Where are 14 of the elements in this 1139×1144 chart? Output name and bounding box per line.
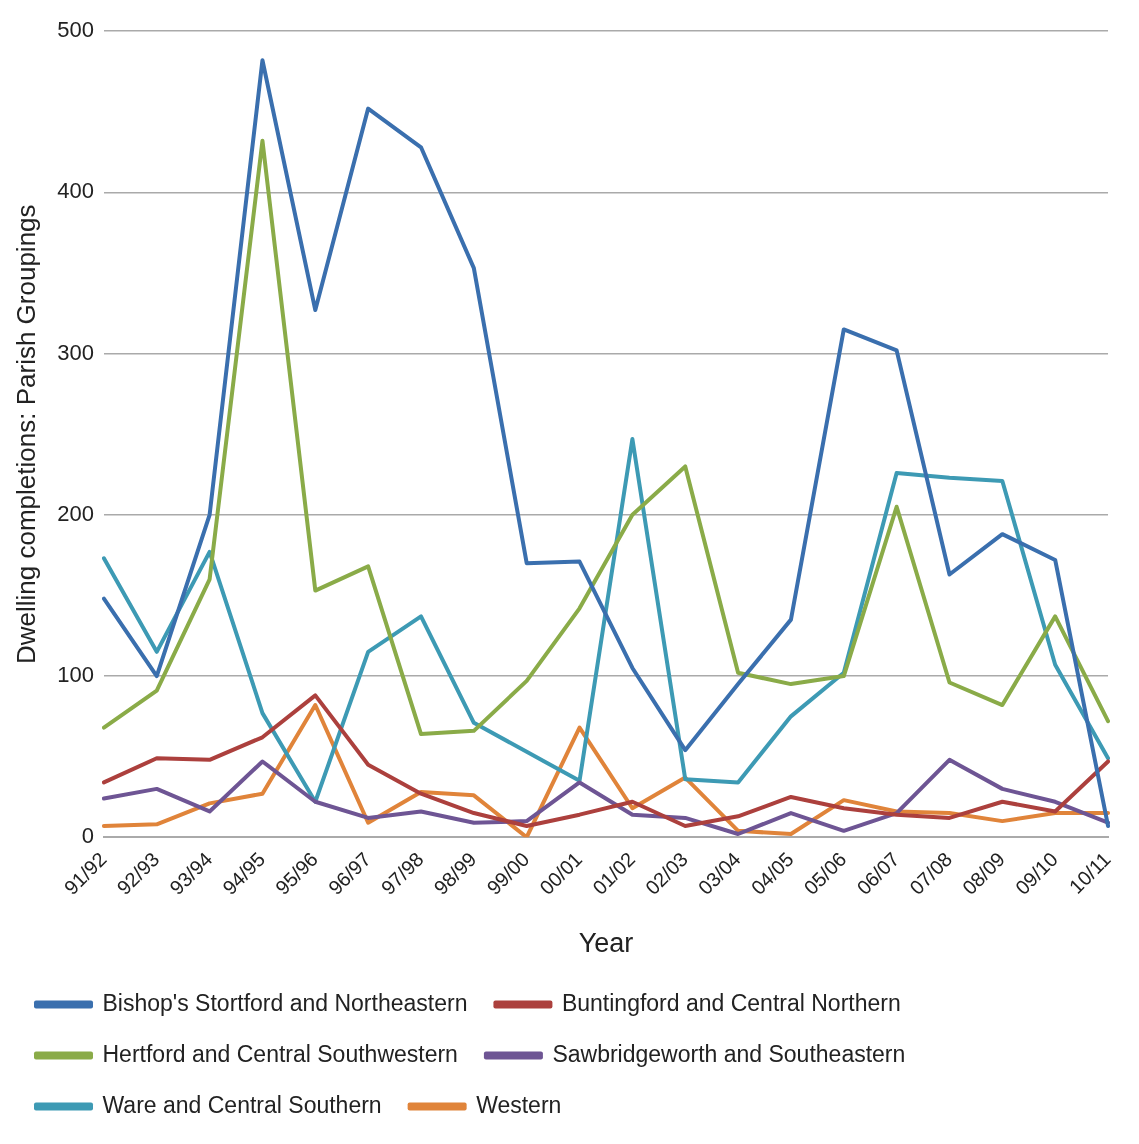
legend-label: Buntingford and Central Northern xyxy=(561,989,901,1016)
y-axis-title: Dwelling completions: Parish Groupings xyxy=(10,204,41,664)
y-tick-label: 500 xyxy=(57,17,94,43)
legend-label: Ware and Central Southern xyxy=(102,1091,382,1118)
y-tick-label: 200 xyxy=(57,500,94,526)
legend-label: Hertford and Central Southwestern xyxy=(102,1040,458,1067)
y-tick-label: 400 xyxy=(57,178,94,204)
y-tick-label: 300 xyxy=(57,339,94,365)
legend-label: Bishop's Stortford and Northeastern xyxy=(102,989,468,1016)
y-tick-label: 100 xyxy=(57,662,94,688)
legend-label: Sawbridgeworth and Southeastern xyxy=(552,1040,906,1067)
y-tick-label: 0 xyxy=(81,823,94,849)
x-axis-title: Year xyxy=(578,928,634,959)
legend-label: Western xyxy=(476,1091,562,1118)
